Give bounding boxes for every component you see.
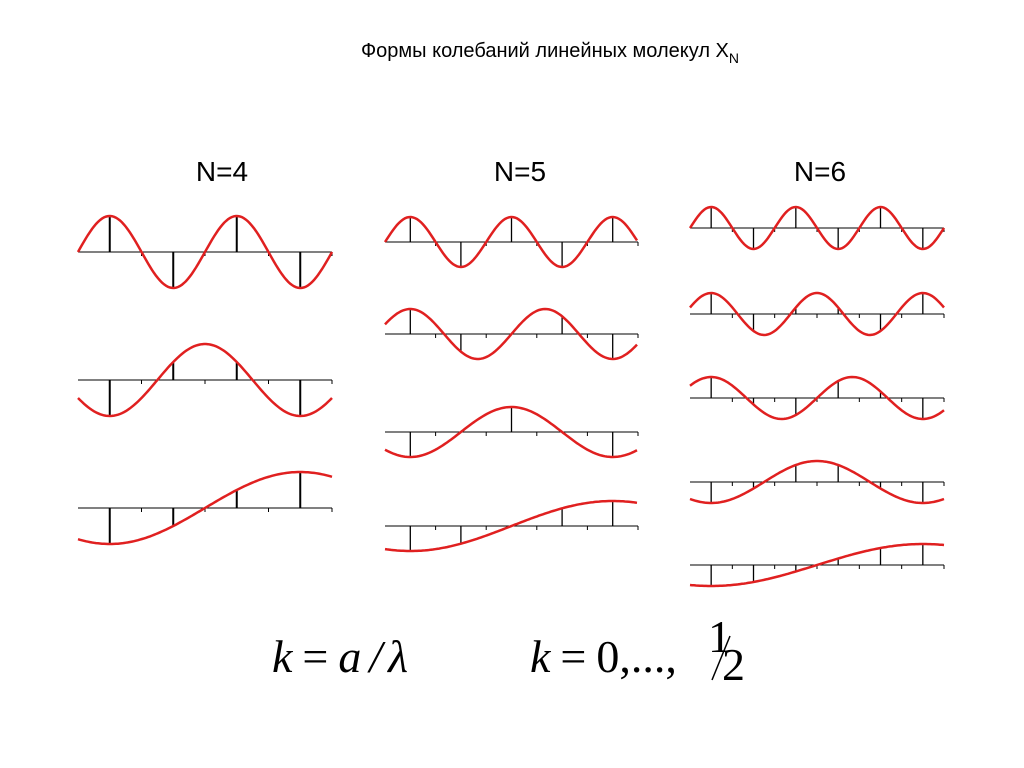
mode-wave bbox=[384, 499, 638, 553]
mode-wave bbox=[76, 214, 334, 290]
title-text: Формы колебаний линейных молекул X bbox=[361, 40, 729, 62]
mode-wave bbox=[77, 470, 333, 546]
mode-wave bbox=[384, 307, 638, 361]
mode-wave bbox=[688, 205, 946, 251]
formula-left: k = a / λ bbox=[272, 631, 408, 682]
formula-part: k bbox=[530, 631, 552, 682]
formula-right: k = 0,..., bbox=[530, 631, 677, 682]
mode-wave bbox=[384, 405, 638, 459]
title: Формы колебаний линейных молекул XN bbox=[361, 40, 739, 66]
formula-part: / bbox=[366, 631, 386, 682]
formula-part: λ bbox=[386, 631, 408, 682]
mode-diagrams bbox=[76, 205, 946, 588]
mode-wave bbox=[689, 459, 945, 505]
mode-wave bbox=[383, 215, 639, 269]
mode-wave bbox=[689, 542, 945, 588]
column-label: N=6 bbox=[794, 156, 846, 187]
column-label: N=5 bbox=[494, 156, 546, 187]
formula-part: a bbox=[338, 631, 361, 682]
fraction-denominator: 2 bbox=[722, 639, 745, 690]
formula-part: = bbox=[560, 631, 586, 682]
formula-part: 0,..., bbox=[596, 631, 677, 682]
mode-wave bbox=[689, 291, 945, 337]
formula-part: k bbox=[272, 631, 294, 682]
fraction-slash bbox=[711, 635, 731, 681]
column-label: N=4 bbox=[196, 156, 248, 187]
mode-wave bbox=[689, 375, 945, 421]
title-subscript: N bbox=[729, 50, 739, 66]
mode-wave bbox=[77, 342, 333, 418]
formula-part: = bbox=[302, 631, 328, 682]
